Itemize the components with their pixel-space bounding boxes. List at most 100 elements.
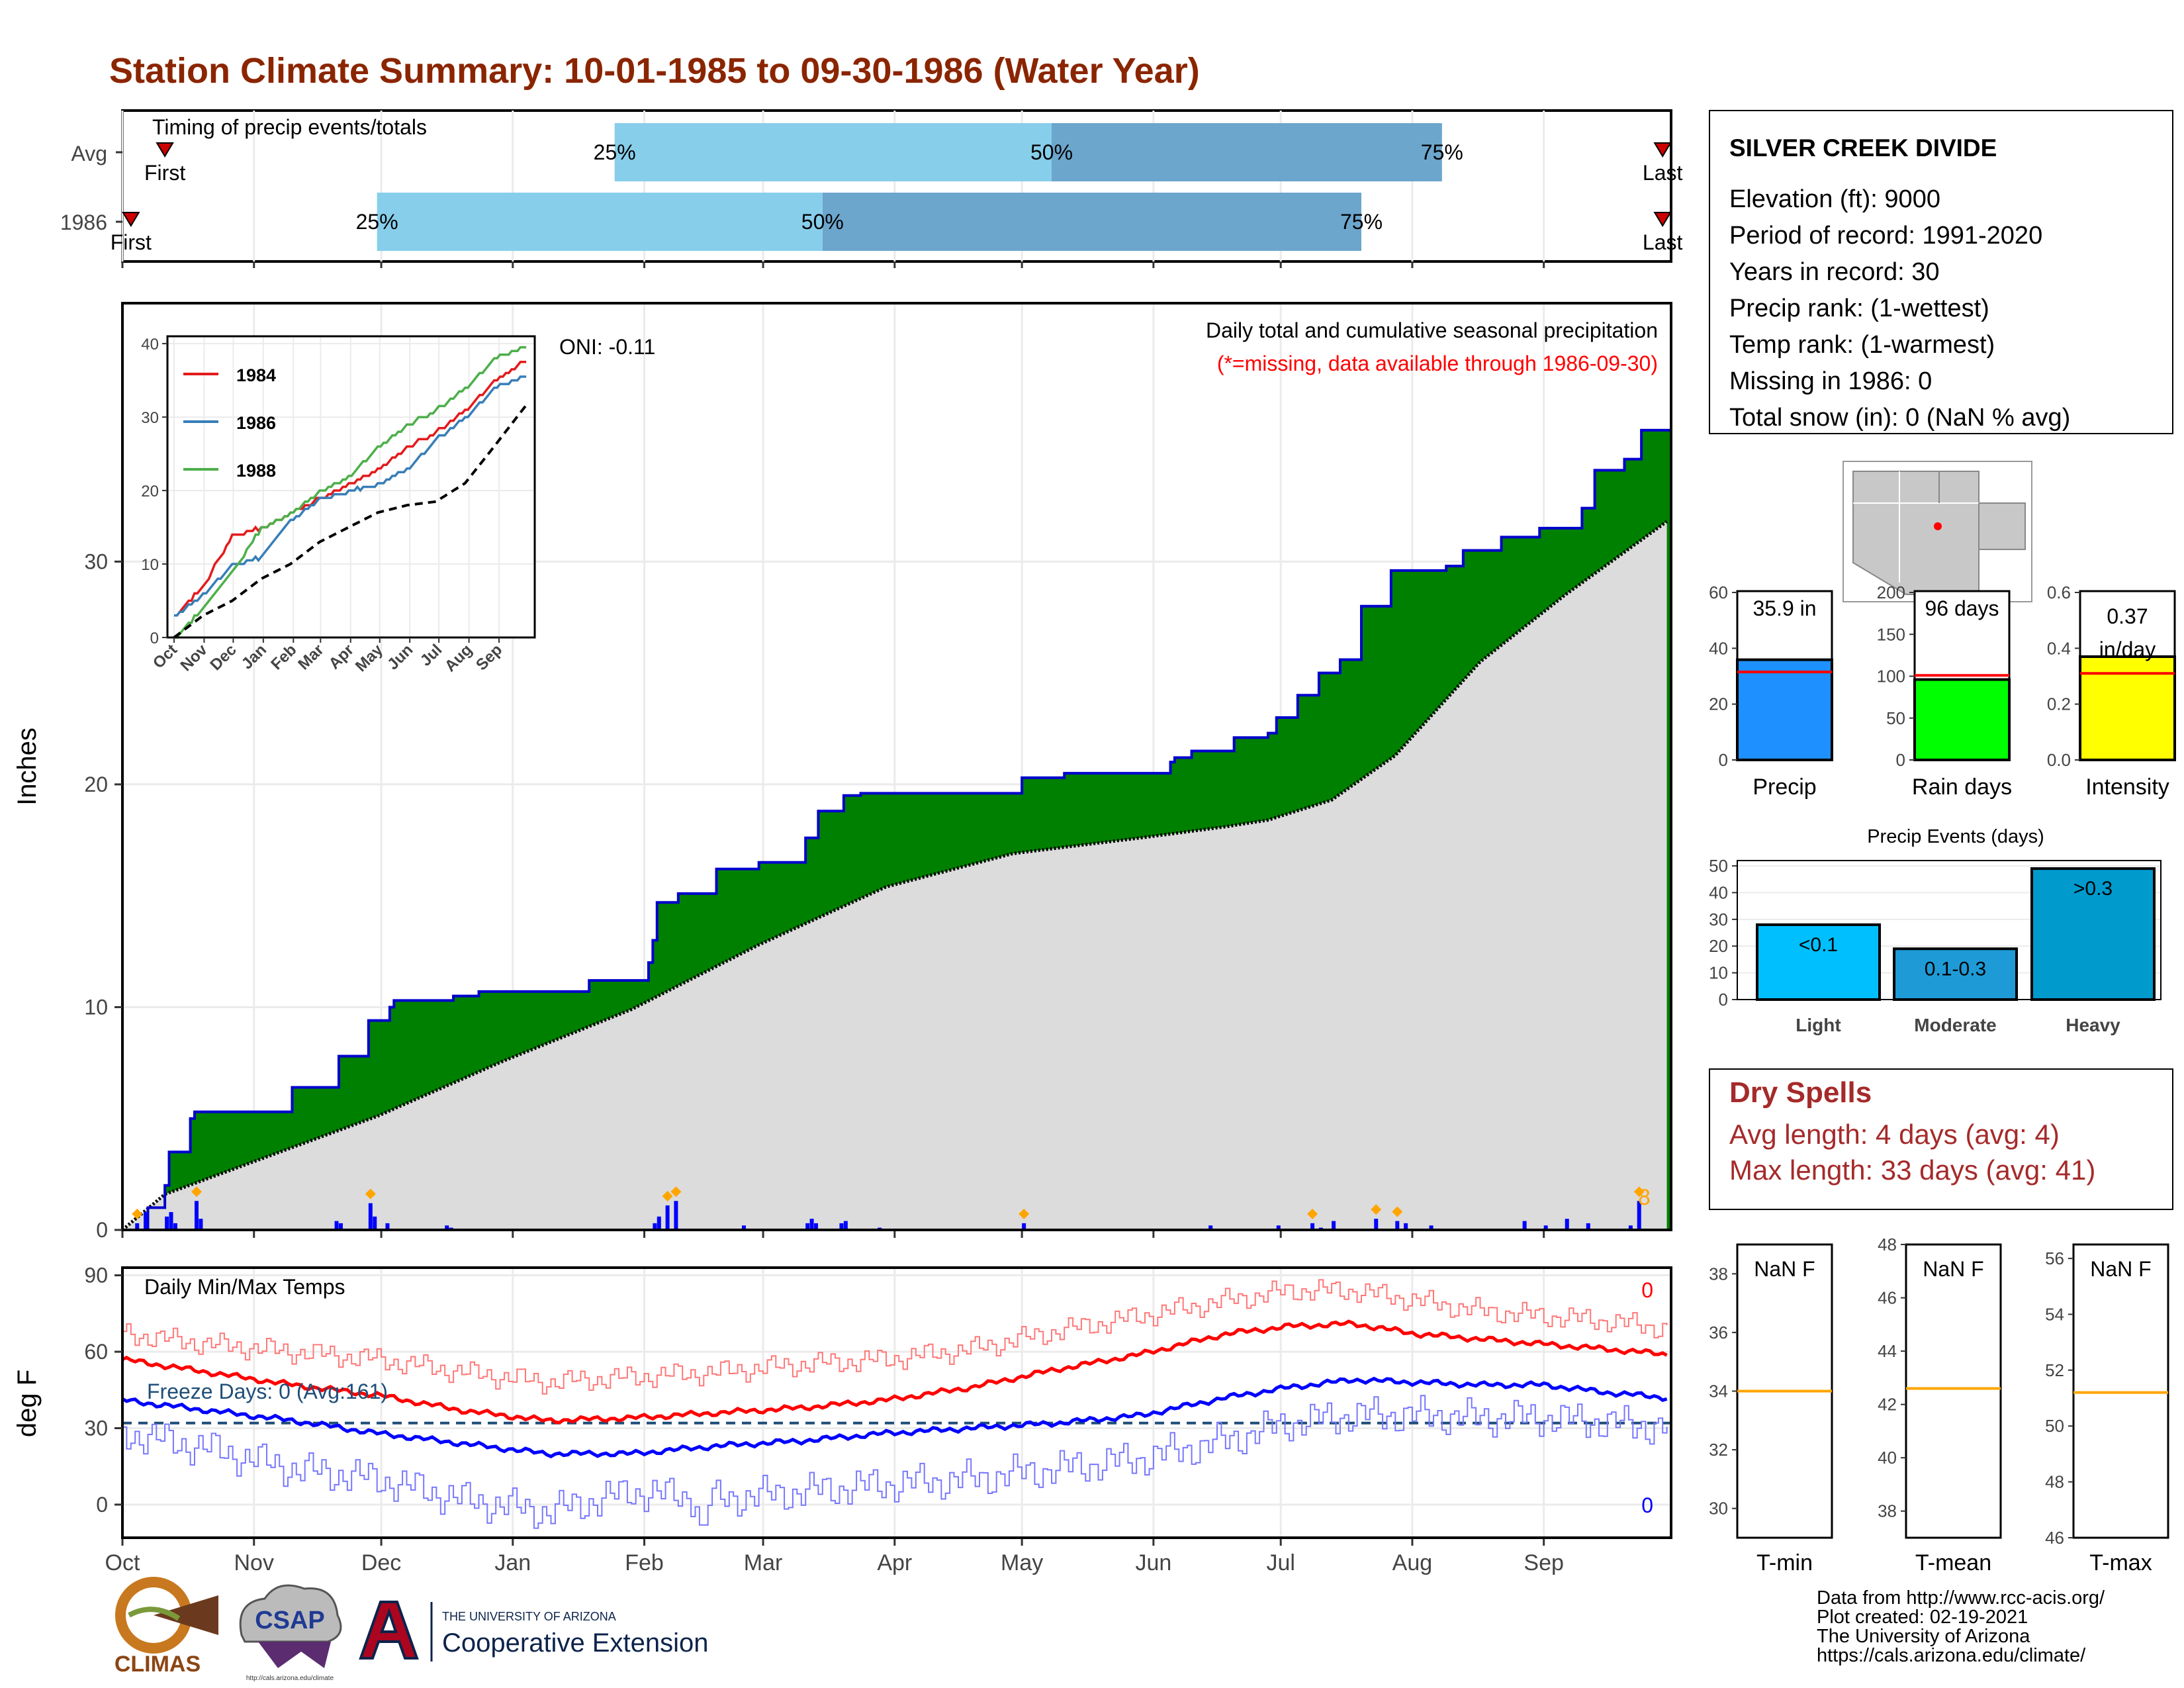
temp-line-avg-min [121, 1376, 1668, 1459]
timing-label-50: 50% [1030, 140, 1073, 164]
events-border [1737, 860, 2161, 1000]
temp-box-ytick-label: 38 [1709, 1264, 1728, 1284]
events-ytick-label: 10 [1709, 963, 1728, 983]
credits: Data from http://www.rcc-acis.org/ Plot … [1817, 1587, 2105, 1666]
inset-line-1988 [174, 346, 527, 639]
temp-box-ytick-label: 30 [1709, 1499, 1728, 1519]
inset-legend: 1984 1986 1988 [183, 365, 276, 481]
arizona-locator-map [1843, 461, 2032, 602]
mini-bar-value: 35.9 in [1752, 596, 1816, 620]
daily-precip-bar [665, 1205, 670, 1230]
mini-ytick-label: 0 [1719, 750, 1728, 770]
daily-precip-bar [144, 1212, 148, 1230]
csap-url: http://cals.arizona.edu/climate [246, 1675, 334, 1682]
event-bar-value: >0.3 [2073, 878, 2113, 900]
credit-university: The University of Arizona [1817, 1626, 2030, 1647]
dry-spells-avg: Avg length: 4 days (avg: 4) [1729, 1119, 2060, 1150]
daily-precip-bar [338, 1223, 343, 1230]
mini-ytick-label: 40 [1709, 638, 1728, 658]
mini-ytick-label: 20 [1709, 694, 1728, 714]
month-axis: Oct Nov Dec Jan Feb Mar Apr May Jun Jul Aug Sep [105, 1550, 1564, 1575]
month-label: Sep [1524, 1550, 1564, 1575]
event-bar-label: Moderate [1914, 1015, 1996, 1035]
inset-legend-1988: 1988 [236, 461, 276, 481]
station-snow: Total snow (in): 0 (NaN % avg) [1729, 404, 2070, 432]
mini-ytick-label: 100 [1877, 667, 1905, 686]
dry-spells-box: Dry Spells Avg length: 4 days (avg: 4) M… [1709, 1068, 2173, 1210]
month-label: Nov [234, 1550, 274, 1575]
mini-bar-label: Rain days [1912, 774, 2012, 800]
month-label: Oct [105, 1550, 140, 1575]
timing-bar-25-50 [614, 123, 1052, 181]
daily-precip-bar [1628, 1225, 1633, 1230]
mini-ytick-label: 150 [1877, 624, 1905, 644]
station-missing: Missing in 1986: 0 [1729, 367, 1932, 395]
event-marker [365, 1188, 376, 1199]
event-bar-label: Light [1796, 1015, 1841, 1035]
event-marker [132, 1208, 143, 1219]
station-precip-rank: Precip rank: (1-wettest) [1729, 295, 1989, 322]
inset-line-1986 [174, 375, 527, 617]
daily-precip-bar [1522, 1221, 1527, 1230]
temp-box-ytick-label: 42 [1878, 1395, 1897, 1415]
inset-legend-1986: 1986 [236, 413, 276, 433]
month-label: Apr [877, 1550, 912, 1575]
timing-bar-25-50 [377, 193, 823, 251]
daily-precip-bar [199, 1219, 203, 1230]
temp-box-ytick-label: 46 [2045, 1528, 2064, 1548]
temp-ytick-label: 60 [84, 1340, 108, 1364]
min-count: 0 [1641, 1493, 1653, 1517]
temp-box-value: NaN F [1754, 1257, 1815, 1281]
daily-precip-bar [1022, 1223, 1026, 1230]
credit-data-source: Data from http://www.rcc-acis.org/ [1817, 1587, 2105, 1609]
temp-box-ytick-label: 56 [2045, 1248, 2064, 1268]
dry-spells-title: Dry Spells [1729, 1076, 1872, 1109]
events-bars: 0 10 20 30 40 50 <0.1 Light 0.1-0.3 Moderate >0.3 H… [1709, 856, 2161, 1035]
daily-precip-bar [385, 1223, 390, 1230]
mini-bar-value: 96 days [1925, 596, 1999, 620]
station-temp-rank: Temp rank: (1-warmest) [1729, 331, 1995, 359]
daily-precip-bar [1374, 1219, 1379, 1230]
daily-precip-bar [1637, 1201, 1641, 1230]
daily-precip-bar [194, 1201, 199, 1230]
mini-ytick-label: 200 [1877, 583, 1905, 602]
temp-line-avg-max [121, 1319, 1668, 1425]
dry-spells-max: Max length: 33 days (avg: 41) [1729, 1154, 2095, 1186]
events-ytick-label: 50 [1709, 856, 1728, 876]
event-bar-label: Heavy [2066, 1015, 2120, 1035]
timing-row-label-avg: Avg [71, 142, 107, 165]
mini-ytick-label: 50 [1886, 708, 1905, 728]
ua-small-text: THE UNIVERSITY OF ARIZONA [442, 1610, 616, 1623]
daily-precip-bar [653, 1223, 657, 1230]
station-elevation: Elevation (ft): 9000 [1729, 185, 1940, 213]
timing-last-label: Last [1643, 161, 1683, 185]
mini-ytick-label: 60 [1709, 583, 1728, 602]
inset-ytick-label: 0 [150, 630, 159, 647]
credit-url: https://cals.arizona.edu/climate/ [1817, 1645, 2086, 1666]
mini-ytick-label: 0.2 [2047, 694, 2071, 714]
timing-marker [1653, 212, 1672, 227]
temp-box-frame [2072, 1243, 2169, 1539]
daily-precip-bar [813, 1223, 818, 1230]
temp-box-ytick-label: 38 [1878, 1501, 1897, 1521]
inset-ytick-label: 40 [141, 336, 159, 353]
daily-precip-bar [1404, 1223, 1408, 1230]
summary-bar-charts: 0 20 40 60 35.9 in Precip 0 50 100 150 200 96 days R… [1709, 583, 2176, 800]
event-marker [662, 1190, 673, 1201]
temp-box-frame [1905, 1243, 2002, 1539]
temp-box-ytick-label: 34 [1709, 1382, 1728, 1401]
page-title: Station Climate Summary: 10-01-1985 to 0… [109, 51, 1200, 91]
daily-precip-bar [169, 1212, 173, 1230]
temp-y-label: deg F [13, 1370, 42, 1437]
events-title: Precip Events (days) [1867, 826, 2044, 847]
inset-ytick-label: 30 [141, 409, 159, 427]
month-label: Jan [494, 1550, 531, 1575]
mini-ytick-label: 0.4 [2047, 638, 2071, 658]
mini-ytick-label: 0.0 [2047, 750, 2071, 770]
mini-bar-label: Precip [1752, 774, 1816, 800]
month-label: Jun [1135, 1550, 1171, 1575]
climas-logo-text: CLIMAS [114, 1652, 201, 1677]
daily-precip-bar [165, 1216, 169, 1230]
month-label: Jul [1266, 1550, 1295, 1575]
